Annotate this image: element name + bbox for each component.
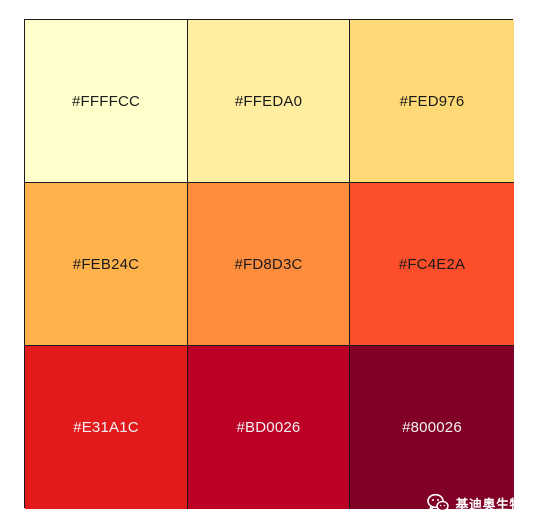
watermark-text: 基迪奥生物 — [455, 497, 523, 513]
wechat-icon — [427, 493, 450, 512]
watermark: 基迪奥生物 — [427, 492, 523, 514]
swatch-4: #FEB24C — [25, 183, 188, 346]
swatch-2: #FFEDA0 — [188, 20, 350, 183]
color-swatch-grid: #FFFFCC #FFEDA0 #FED976 #FEB24C #FD8D3C … — [24, 19, 514, 509]
swatch-5: #FD8D3C — [188, 183, 350, 346]
swatch-8: #BD0026 — [188, 346, 350, 509]
swatch-6: #FC4E2A — [350, 183, 514, 346]
swatch-1: #FFFFCC — [25, 20, 188, 183]
swatch-7: #E31A1C — [25, 346, 188, 509]
swatch-3: #FED976 — [350, 20, 514, 183]
swatch-9: #800026 — [350, 346, 514, 509]
